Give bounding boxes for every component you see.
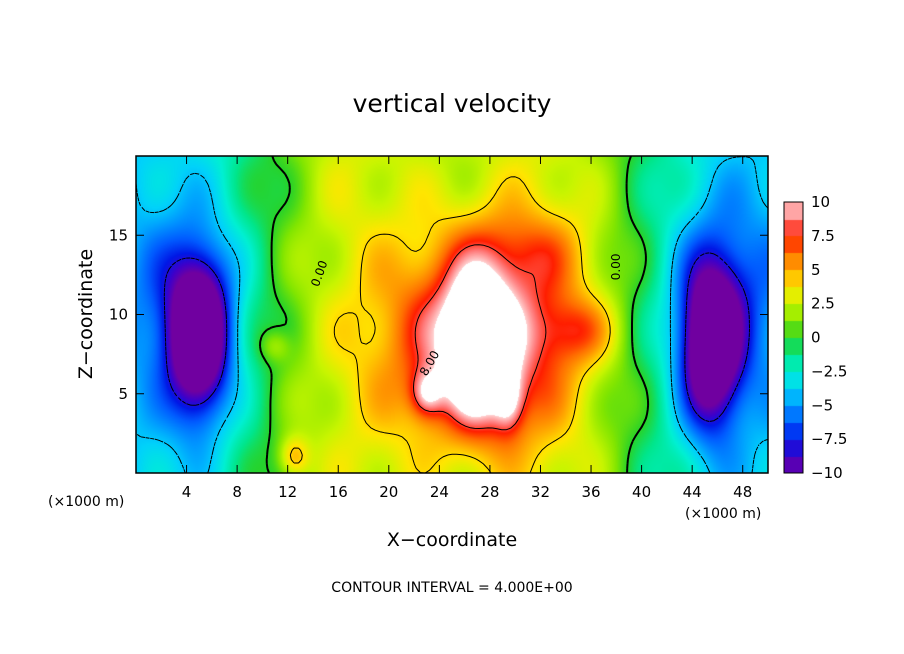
x-tick-label: 48 — [733, 483, 752, 501]
x-tick-label: 32 — [531, 483, 550, 501]
y-axis-ticks: 5 10 15 — [109, 226, 768, 403]
x-tick-label: 8 — [232, 483, 242, 501]
x-axis-label: X−coordinate — [387, 529, 517, 551]
colorbar-tick-label: 10 — [811, 193, 830, 211]
y-tick-label: 10 — [109, 306, 128, 324]
x-tick-label: 28 — [480, 483, 499, 501]
colorbar-tick-label: 7.5 — [811, 227, 835, 245]
y-tick-label: 5 — [118, 385, 128, 403]
contour-line — [136, 156, 768, 473]
colorbar — [784, 202, 803, 473]
x-tick-label: 20 — [379, 483, 398, 501]
x-tick-label: 4 — [182, 483, 192, 501]
colorbar-tick-label: 2.5 — [811, 295, 835, 313]
x-tick-label: 44 — [683, 483, 702, 501]
contour-interval-note: CONTOUR INTERVAL = 4.000E+00 — [331, 580, 572, 596]
colorbar-tick-label: −10 — [811, 464, 843, 482]
contour-line — [163, 252, 750, 422]
contour-line — [289, 176, 611, 473]
colorbar-tick-label: 0 — [811, 329, 821, 347]
y-tick-label: 15 — [109, 226, 128, 244]
contour-line — [413, 244, 547, 431]
x-axis-ticks: 4 8 12 16 20 24 28 32 36 40 44 48 — [182, 156, 752, 501]
plot-area: 0.00 0.008.00 — [136, 156, 768, 473]
colorbar-tick-label: −5 — [811, 396, 833, 414]
x-tick-label: 36 — [581, 483, 600, 501]
x-unit-right: (×1000 m) — [685, 506, 761, 522]
contour-label: 0.00 — [609, 254, 623, 281]
x-tick-label: 40 — [632, 483, 651, 501]
x-tick-label: 24 — [430, 483, 449, 501]
velocity-field — [136, 156, 768, 473]
x-tick-label: 12 — [278, 483, 297, 501]
y-axis-label: Z−coordinate — [75, 249, 97, 379]
colorbar-tick-label: 5 — [811, 261, 821, 279]
x-unit-left: (×1000 m) — [48, 494, 124, 510]
colorbar-tick-label: −7.5 — [811, 430, 847, 448]
contour-line — [259, 156, 650, 473]
x-tick-label: 16 — [329, 483, 348, 501]
colorbar-tick-label: −2.5 — [811, 362, 847, 380]
colorbar-ticks: 10 7.5 5 2.5 0 −2.5 −5 −7.5 −10 — [811, 193, 847, 482]
chart-title: vertical velocity — [353, 89, 552, 118]
colorbar-frame — [783, 201, 804, 474]
